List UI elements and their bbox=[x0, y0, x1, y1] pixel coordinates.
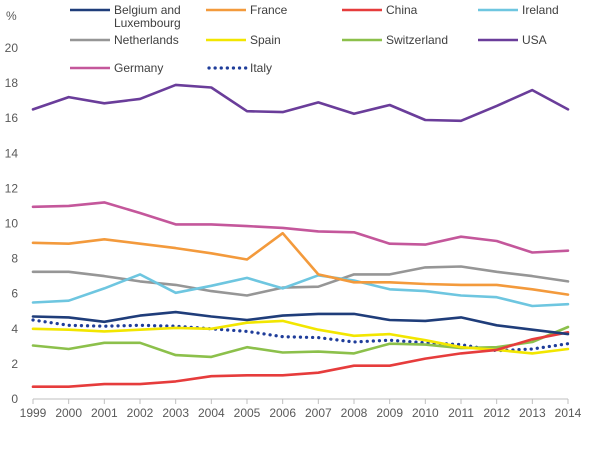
x-tick-label-2003: 2003 bbox=[162, 406, 189, 420]
chart-legend: Belgium and Luxembourg France China Ireland N… bbox=[70, 3, 559, 75]
x-tick-label-2006: 2006 bbox=[269, 406, 296, 420]
legend-item-germany: Germany bbox=[70, 61, 163, 75]
x-axis: 1999 2000 2001 2002 2003 2004 2005 2006 2007 2008… bbox=[20, 398, 582, 420]
y-axis-unit-label: % bbox=[6, 9, 17, 23]
y-tick-label-16: 16 bbox=[5, 111, 19, 125]
series-line-france bbox=[31, 231, 570, 296]
y-tick-label-14: 14 bbox=[5, 146, 19, 160]
x-tick-label-2007: 2007 bbox=[305, 406, 332, 420]
series-line-china bbox=[31, 330, 570, 389]
legend-item-china: China bbox=[342, 3, 418, 17]
legend-item-ireland: Ireland bbox=[478, 3, 559, 17]
x-tick-label-2013: 2013 bbox=[519, 406, 546, 420]
x-tick-label-2004: 2004 bbox=[198, 406, 225, 420]
legend-item-france: France bbox=[206, 3, 288, 17]
y-tick-label-10: 10 bbox=[5, 217, 19, 231]
series-line-spain bbox=[31, 319, 570, 355]
legend-label-switzerland: Switzerland bbox=[386, 33, 448, 47]
legend-label-netherlands: Netherlands bbox=[114, 33, 179, 47]
x-tick-label-2005: 2005 bbox=[234, 406, 261, 420]
y-tick-label-20: 20 bbox=[5, 41, 19, 55]
y-axis-ticks: 0 2 4 6 8 10 12 14 16 18 20 bbox=[5, 41, 19, 406]
legend-item-switzerland: Switzerland bbox=[342, 33, 448, 47]
legend-label-france: France bbox=[250, 3, 288, 17]
x-tick-label-2012: 2012 bbox=[483, 406, 510, 420]
x-tick-label-2001: 2001 bbox=[91, 406, 118, 420]
y-tick-label-6: 6 bbox=[11, 287, 18, 301]
y-tick-label-8: 8 bbox=[11, 252, 18, 266]
y-tick-label-0: 0 bbox=[11, 392, 18, 406]
y-tick-label-12: 12 bbox=[5, 181, 19, 195]
x-tick-label-2010: 2010 bbox=[412, 406, 439, 420]
legend-label-belgium-and-luxembourg: Belgium and Luxembourg bbox=[114, 3, 181, 30]
legend-item-netherlands: Netherlands bbox=[70, 33, 179, 47]
series-line-usa bbox=[31, 83, 570, 123]
legend-label-italy: Italy bbox=[250, 61, 272, 75]
legend-label-china: China bbox=[386, 3, 418, 17]
legend-label-ireland: Ireland bbox=[522, 3, 559, 17]
x-tick-label-2014: 2014 bbox=[555, 406, 582, 420]
series-line-germany bbox=[31, 201, 570, 254]
x-tick-label-2011: 2011 bbox=[448, 406, 474, 420]
y-tick-label-18: 18 bbox=[5, 76, 19, 90]
legend-label-spain: Spain bbox=[250, 33, 281, 47]
y-tick-label-4: 4 bbox=[11, 322, 18, 336]
legend-label-germany: Germany bbox=[114, 61, 163, 75]
x-tick-label-2000: 2000 bbox=[55, 406, 82, 420]
x-tick-label-1999: 1999 bbox=[20, 406, 47, 420]
legend-item-belgium-and-luxembourg: Belgium and Luxembourg bbox=[70, 3, 181, 30]
legend-item-italy: Italy bbox=[207, 61, 272, 75]
legend-item-spain: Spain bbox=[206, 33, 281, 47]
series-line-belgium-and-luxembourg bbox=[31, 310, 570, 336]
series-line-netherlands bbox=[31, 265, 570, 297]
series-line-ireland bbox=[31, 273, 570, 308]
series-line-italy bbox=[31, 318, 570, 353]
series-lines bbox=[31, 83, 570, 389]
legend-label-usa: USA bbox=[522, 33, 547, 47]
x-tick-label-2009: 2009 bbox=[376, 406, 403, 420]
legend-item-usa: USA bbox=[478, 33, 547, 47]
x-tick-label-2008: 2008 bbox=[341, 406, 368, 420]
y-tick-label-2: 2 bbox=[11, 357, 18, 371]
x-tick-label-2002: 2002 bbox=[127, 406, 154, 420]
